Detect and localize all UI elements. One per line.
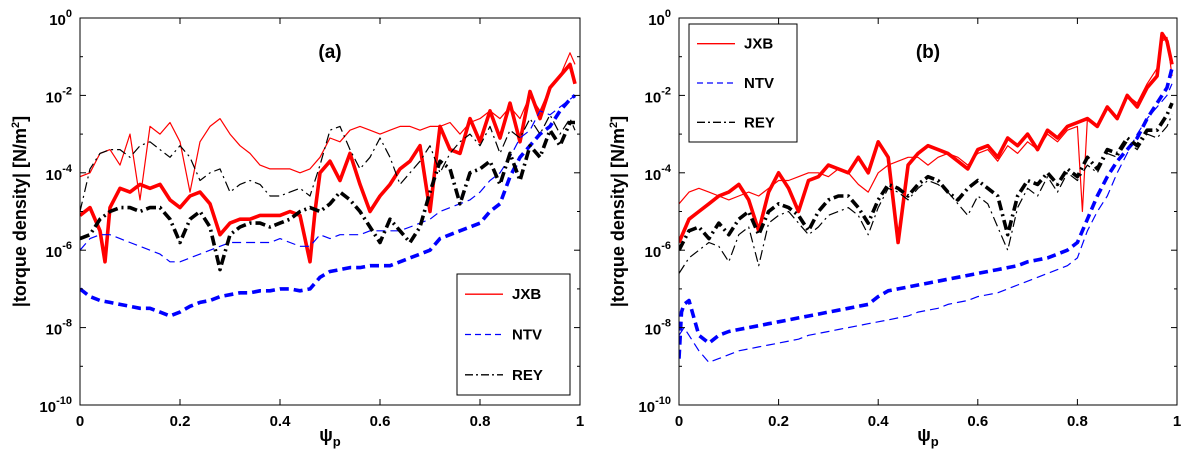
y-tick-exponent: -4 — [661, 163, 672, 175]
y-tick-label: 100 — [648, 8, 671, 29]
y-tick-base: 10 — [46, 89, 63, 106]
x-tick-label: 0.8 — [1067, 413, 1088, 430]
y-tick-base: 10 — [46, 322, 63, 339]
x-axis-subscript: p — [333, 434, 341, 449]
y-tick-base: 10 — [638, 399, 655, 416]
x-axis-symbol: ψ — [319, 425, 333, 445]
x-tick-label: 0 — [675, 413, 683, 430]
x-tick-label: 1 — [1173, 413, 1181, 430]
legend-label-ntv: NTV — [744, 75, 774, 92]
y-tick-exponent: -4 — [62, 163, 73, 175]
series-rey-thick — [80, 120, 575, 272]
y-axis-title: |torque density| [N/m2] — [608, 116, 628, 307]
y-tick-exponent: -10 — [655, 395, 671, 407]
y-tick-exponent: -6 — [661, 240, 671, 252]
series-ntv-thin — [679, 83, 1173, 363]
series-rey-thick — [679, 102, 1174, 252]
panel-label: (b) — [916, 42, 940, 63]
y-tick-label: 10-4 — [645, 163, 672, 184]
legend-label-jxb: JXB — [744, 36, 773, 53]
y-tick-base: 10 — [49, 12, 66, 29]
y-axis-title-superscript: 2 — [10, 122, 22, 128]
series-jxb-thin — [80, 52, 576, 201]
series-rey-thin — [80, 114, 576, 212]
x-tick-label: 0.4 — [270, 413, 292, 430]
x-tick-label: 0.8 — [470, 413, 491, 430]
x-axis-subscript: p — [931, 434, 939, 449]
x-tick-label: 0 — [76, 413, 84, 430]
y-tick-exponent: -10 — [56, 395, 72, 407]
x-axis-title: ψp — [319, 425, 341, 449]
y-tick-label: 10-2 — [46, 85, 72, 106]
series-jxb-thick — [80, 62, 577, 264]
y-tick-label: 100 — [49, 8, 72, 29]
y-axis-title-main: |torque density| [N/m — [10, 128, 30, 307]
legend-label-rey: REY — [512, 367, 543, 384]
y-axis-title: |torque density| [N/m2] — [10, 116, 30, 307]
legend-label-jxb: JXB — [512, 286, 541, 303]
legend-label-ntv: NTV — [512, 327, 542, 344]
chart-panel-b: 0 0.2 0.4 0.6 0.8 110010-210-410-610-810-10ψp… — [608, 8, 1181, 449]
y-tick-exponent: -8 — [661, 318, 671, 330]
y-tick-label: 10-8 — [645, 318, 671, 339]
y-tick-exponent: -8 — [62, 318, 72, 330]
series-ntv-thick — [679, 67, 1174, 359]
legend: JXB NTV REY — [456, 273, 571, 396]
y-axis-title-end: ] — [608, 116, 628, 122]
y-tick-base: 10 — [46, 167, 63, 184]
x-tick-label: 0.6 — [967, 413, 988, 430]
y-tick-exponent: 0 — [665, 8, 671, 20]
x-axis-title: ψp — [917, 425, 939, 449]
y-tick-base: 10 — [645, 322, 662, 339]
chart-panel-a: 0 0.2 0.4 0.6 0.8 110010-210-410-610-810-10ψp… — [10, 8, 584, 449]
series-rey-thin — [679, 114, 1173, 274]
y-tick-exponent: -2 — [62, 85, 72, 97]
series-group — [679, 31, 1174, 363]
x-tick-label: 1 — [576, 413, 584, 430]
y-tick-base: 10 — [648, 12, 665, 29]
x-tick-label: 0.6 — [370, 413, 391, 430]
y-axis-title-superscript: 2 — [608, 122, 620, 128]
series-jxb-thick — [679, 31, 1174, 245]
y-tick-exponent: -6 — [62, 240, 72, 252]
x-axis-symbol: ψ — [917, 425, 931, 445]
y-tick-label: 10-4 — [46, 163, 73, 184]
y-axis-title-main: |torque density| [N/m — [608, 128, 628, 307]
x-tick-label: 0.2 — [170, 413, 191, 430]
series-group — [80, 52, 577, 318]
y-tick-exponent: -2 — [661, 85, 671, 97]
y-tick-base: 10 — [645, 89, 662, 106]
y-axis-title-end: ] — [10, 116, 30, 122]
x-tick-label: 0.4 — [868, 413, 890, 430]
y-tick-base: 10 — [46, 244, 63, 261]
panel-label: (a) — [318, 42, 341, 63]
y-tick-label: 10-6 — [46, 240, 72, 261]
series-ntv-thin — [80, 94, 576, 263]
legend-label-rey: REY — [744, 114, 775, 131]
series-ntv-thick — [80, 93, 577, 318]
y-tick-exponent: 0 — [66, 8, 72, 20]
legend-box — [688, 23, 798, 143]
y-tick-base: 10 — [645, 244, 662, 261]
y-tick-label: 10-2 — [645, 85, 671, 106]
y-tick-label: 10-6 — [645, 240, 671, 261]
y-tick-base: 10 — [39, 399, 56, 416]
y-tick-label: 10-10 — [39, 395, 72, 416]
x-tick-label: 0.2 — [768, 413, 789, 430]
y-tick-base: 10 — [645, 167, 662, 184]
y-tick-label: 10-8 — [46, 318, 72, 339]
legend: JXB NTV REY — [688, 23, 798, 143]
y-tick-label: 10-10 — [638, 395, 671, 416]
